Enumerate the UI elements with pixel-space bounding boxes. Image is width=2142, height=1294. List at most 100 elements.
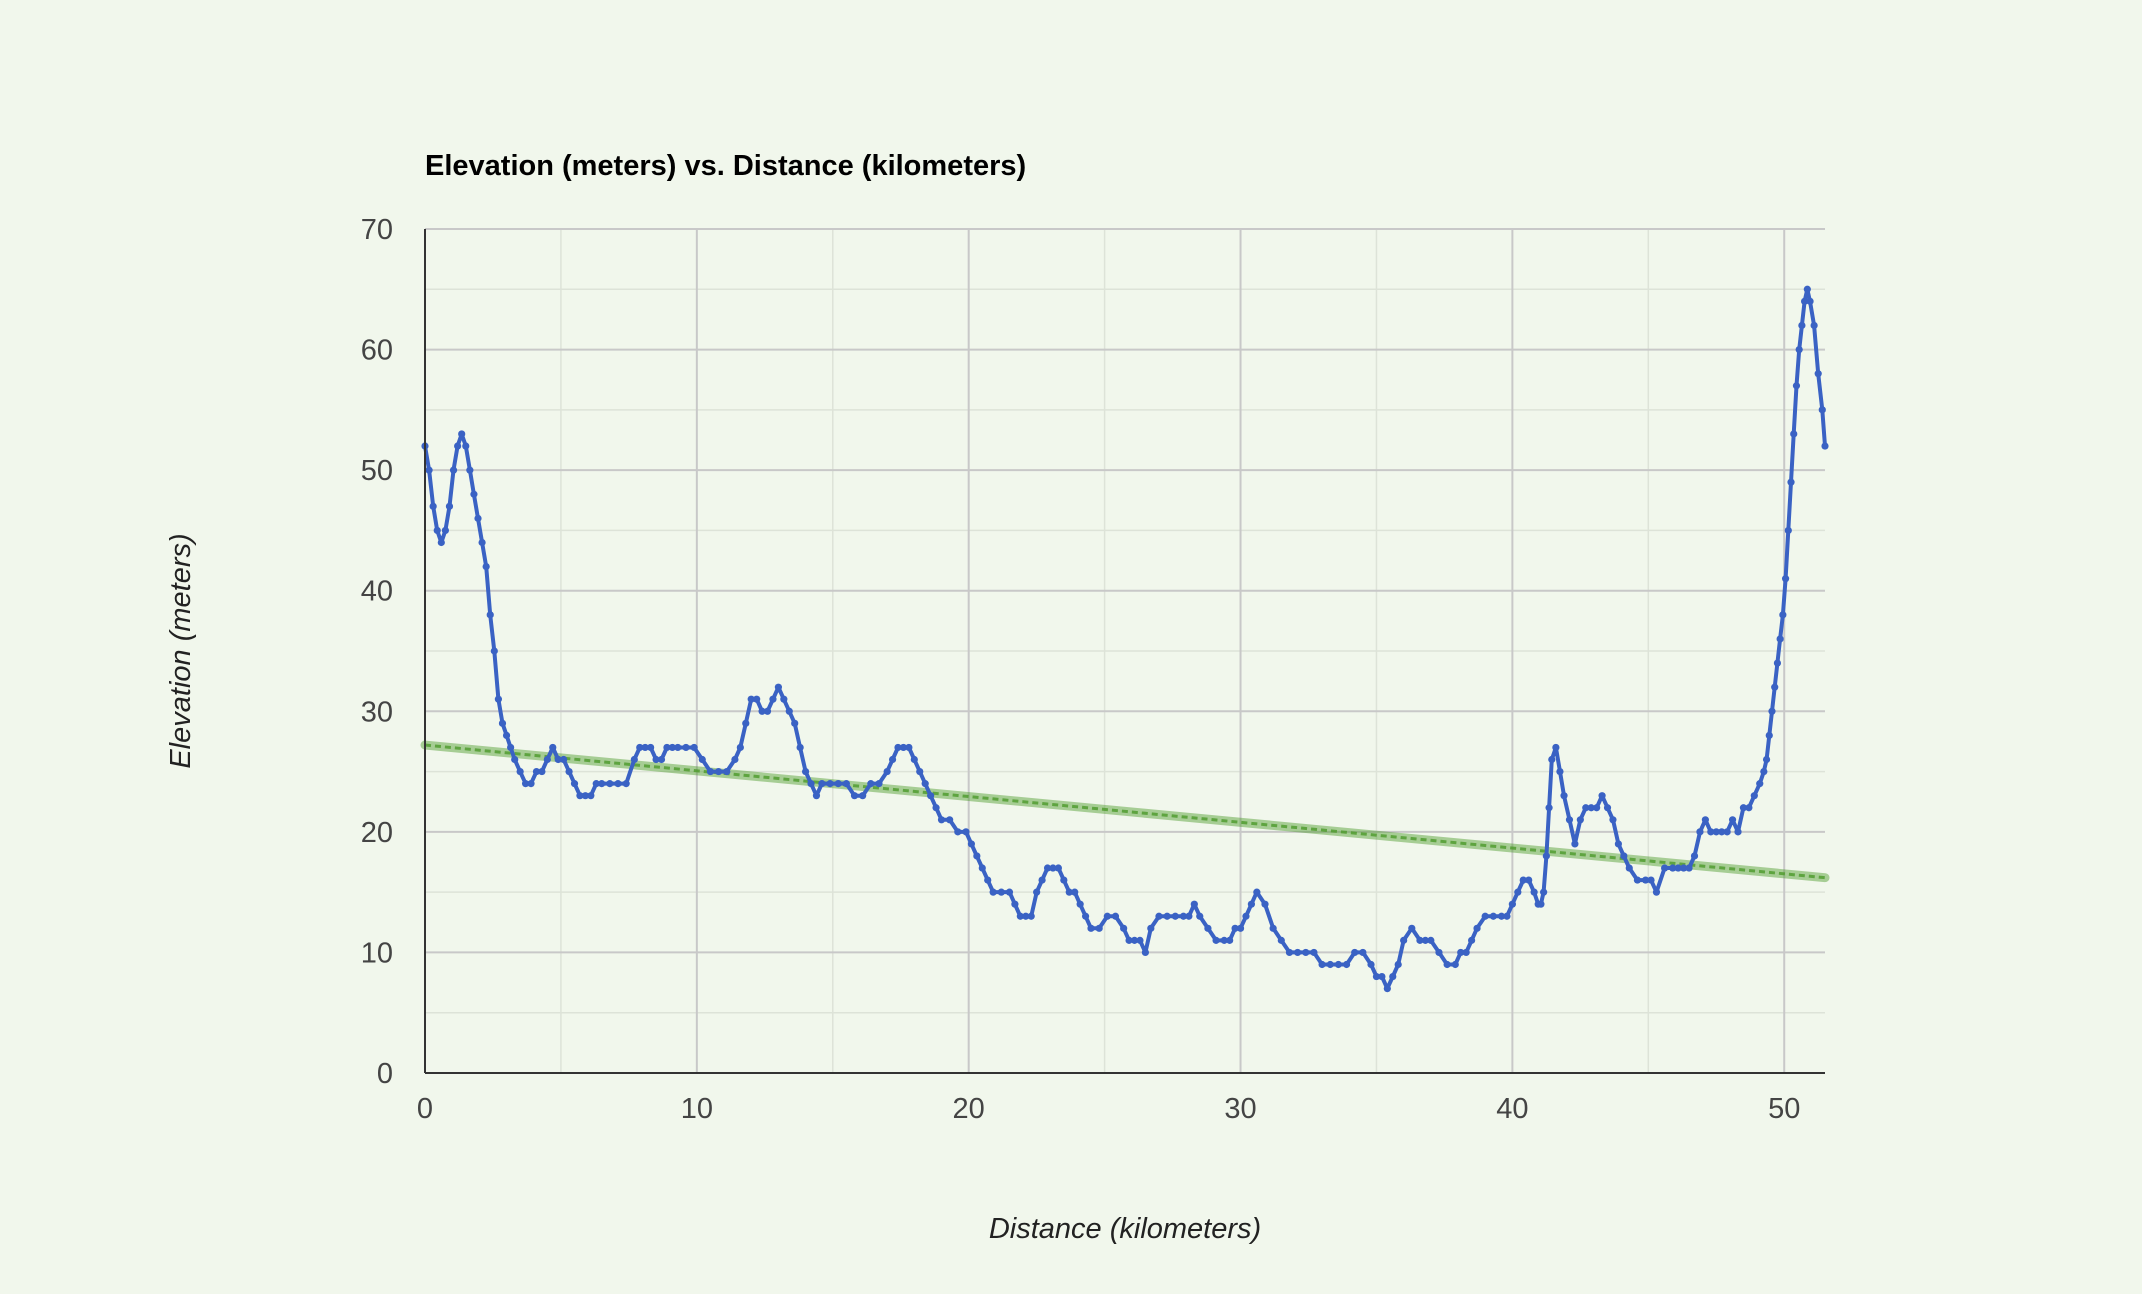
elevation-point xyxy=(997,888,1005,896)
elevation-point xyxy=(1443,960,1451,969)
elevation-point xyxy=(570,780,579,788)
elevation-point xyxy=(663,743,671,752)
elevation-point xyxy=(1136,936,1144,944)
elevation-point xyxy=(543,755,551,764)
elevation-point xyxy=(1310,948,1318,957)
elevation-point xyxy=(1277,936,1285,944)
elevation-point xyxy=(1614,840,1622,848)
elevation-point xyxy=(1111,912,1120,920)
elevation-point xyxy=(758,707,766,715)
elevation-point xyxy=(614,780,622,788)
elevation-point xyxy=(1226,936,1234,944)
elevation-point xyxy=(1071,888,1079,896)
elevation-point xyxy=(1389,972,1397,981)
elevation-point xyxy=(706,767,715,776)
elevation-point xyxy=(1576,816,1584,824)
elevation-point xyxy=(1212,936,1220,944)
elevation-point xyxy=(1242,912,1250,920)
elevation-point xyxy=(652,755,660,764)
elevation-point xyxy=(647,743,655,752)
elevation-point xyxy=(1750,792,1758,800)
trendline-layer xyxy=(420,740,1830,883)
elevation-point xyxy=(1620,852,1628,860)
elevation-point xyxy=(576,792,584,800)
elevation-point xyxy=(1497,912,1506,920)
elevation-point xyxy=(1236,924,1245,932)
elevation-point xyxy=(1005,888,1014,896)
elevation-line xyxy=(423,287,1827,991)
elevation-point xyxy=(1545,804,1553,812)
elevation-point xyxy=(1598,792,1606,800)
y-tick-label: 30 xyxy=(361,696,393,728)
elevation-point xyxy=(1718,828,1726,836)
elevation-point xyxy=(826,780,834,788)
elevation-point xyxy=(490,647,498,655)
elevation-point xyxy=(984,876,992,884)
elevation-point xyxy=(1652,888,1661,896)
elevation-point xyxy=(1756,780,1764,788)
trendline xyxy=(424,743,1826,880)
elevation-point xyxy=(1525,876,1533,884)
elevation-point xyxy=(1603,804,1612,812)
elevation-point xyxy=(921,780,929,788)
elevation-point xyxy=(859,792,867,800)
elevation-point xyxy=(1795,345,1803,354)
elevation-point xyxy=(1294,948,1302,957)
elevation-point xyxy=(538,767,546,776)
elevation-point xyxy=(1647,876,1655,884)
elevation-point xyxy=(1451,960,1459,969)
elevation-point xyxy=(1359,948,1367,957)
elevation-point xyxy=(1739,804,1748,812)
elevation-point xyxy=(1674,864,1682,872)
elevation-point xyxy=(1400,936,1408,944)
elevation-point xyxy=(441,526,449,535)
elevation-point xyxy=(636,743,644,752)
elevation-point xyxy=(1781,575,1790,583)
elevation-point xyxy=(867,780,875,788)
elevation-point xyxy=(1125,936,1133,944)
elevation-point xyxy=(785,707,793,715)
elevation-point xyxy=(1120,924,1128,932)
elevation-point xyxy=(1537,900,1545,908)
elevation-point xyxy=(1530,888,1538,896)
elevation-point xyxy=(1095,924,1103,932)
elevation-point xyxy=(1760,767,1768,776)
elevation-point xyxy=(883,767,891,776)
elevation-point xyxy=(1261,900,1269,908)
elevation-point xyxy=(502,731,511,740)
elevation-point xyxy=(1473,924,1481,932)
elevation-point xyxy=(1383,985,1391,993)
elevation-point xyxy=(433,526,441,535)
elevation-point xyxy=(1462,948,1470,957)
elevation-point xyxy=(1285,948,1294,957)
elevation-point xyxy=(1060,876,1068,884)
x-tick-label: 30 xyxy=(1224,1093,1256,1125)
y-tick-label: 70 xyxy=(361,214,393,246)
elevation-point xyxy=(753,695,761,703)
elevation-point xyxy=(1231,924,1239,932)
elevation-point xyxy=(1141,948,1149,957)
elevation-point xyxy=(674,743,682,752)
elevation-point xyxy=(1065,888,1073,896)
axes xyxy=(424,229,1825,1074)
elevation-point xyxy=(1801,297,1809,305)
elevation-point xyxy=(1351,948,1359,957)
elevation-point xyxy=(769,695,777,703)
elevation-point xyxy=(780,695,788,703)
elevation-point xyxy=(622,780,630,788)
elevation-point xyxy=(916,767,924,776)
elevation-point xyxy=(1803,285,1811,293)
elevation-point xyxy=(1552,743,1560,752)
elevation-point xyxy=(1421,936,1429,944)
elevation-point xyxy=(1707,828,1715,836)
x-tick-label: 0 xyxy=(417,1093,433,1125)
elevation-point xyxy=(1427,936,1435,944)
elevation-point xyxy=(1787,478,1795,486)
elevation-point xyxy=(458,430,466,438)
elevation-point xyxy=(842,780,850,788)
elevation-point xyxy=(486,611,494,619)
elevation-point xyxy=(1790,430,1798,438)
elevation-point xyxy=(445,502,454,510)
elevation-point xyxy=(682,743,690,752)
